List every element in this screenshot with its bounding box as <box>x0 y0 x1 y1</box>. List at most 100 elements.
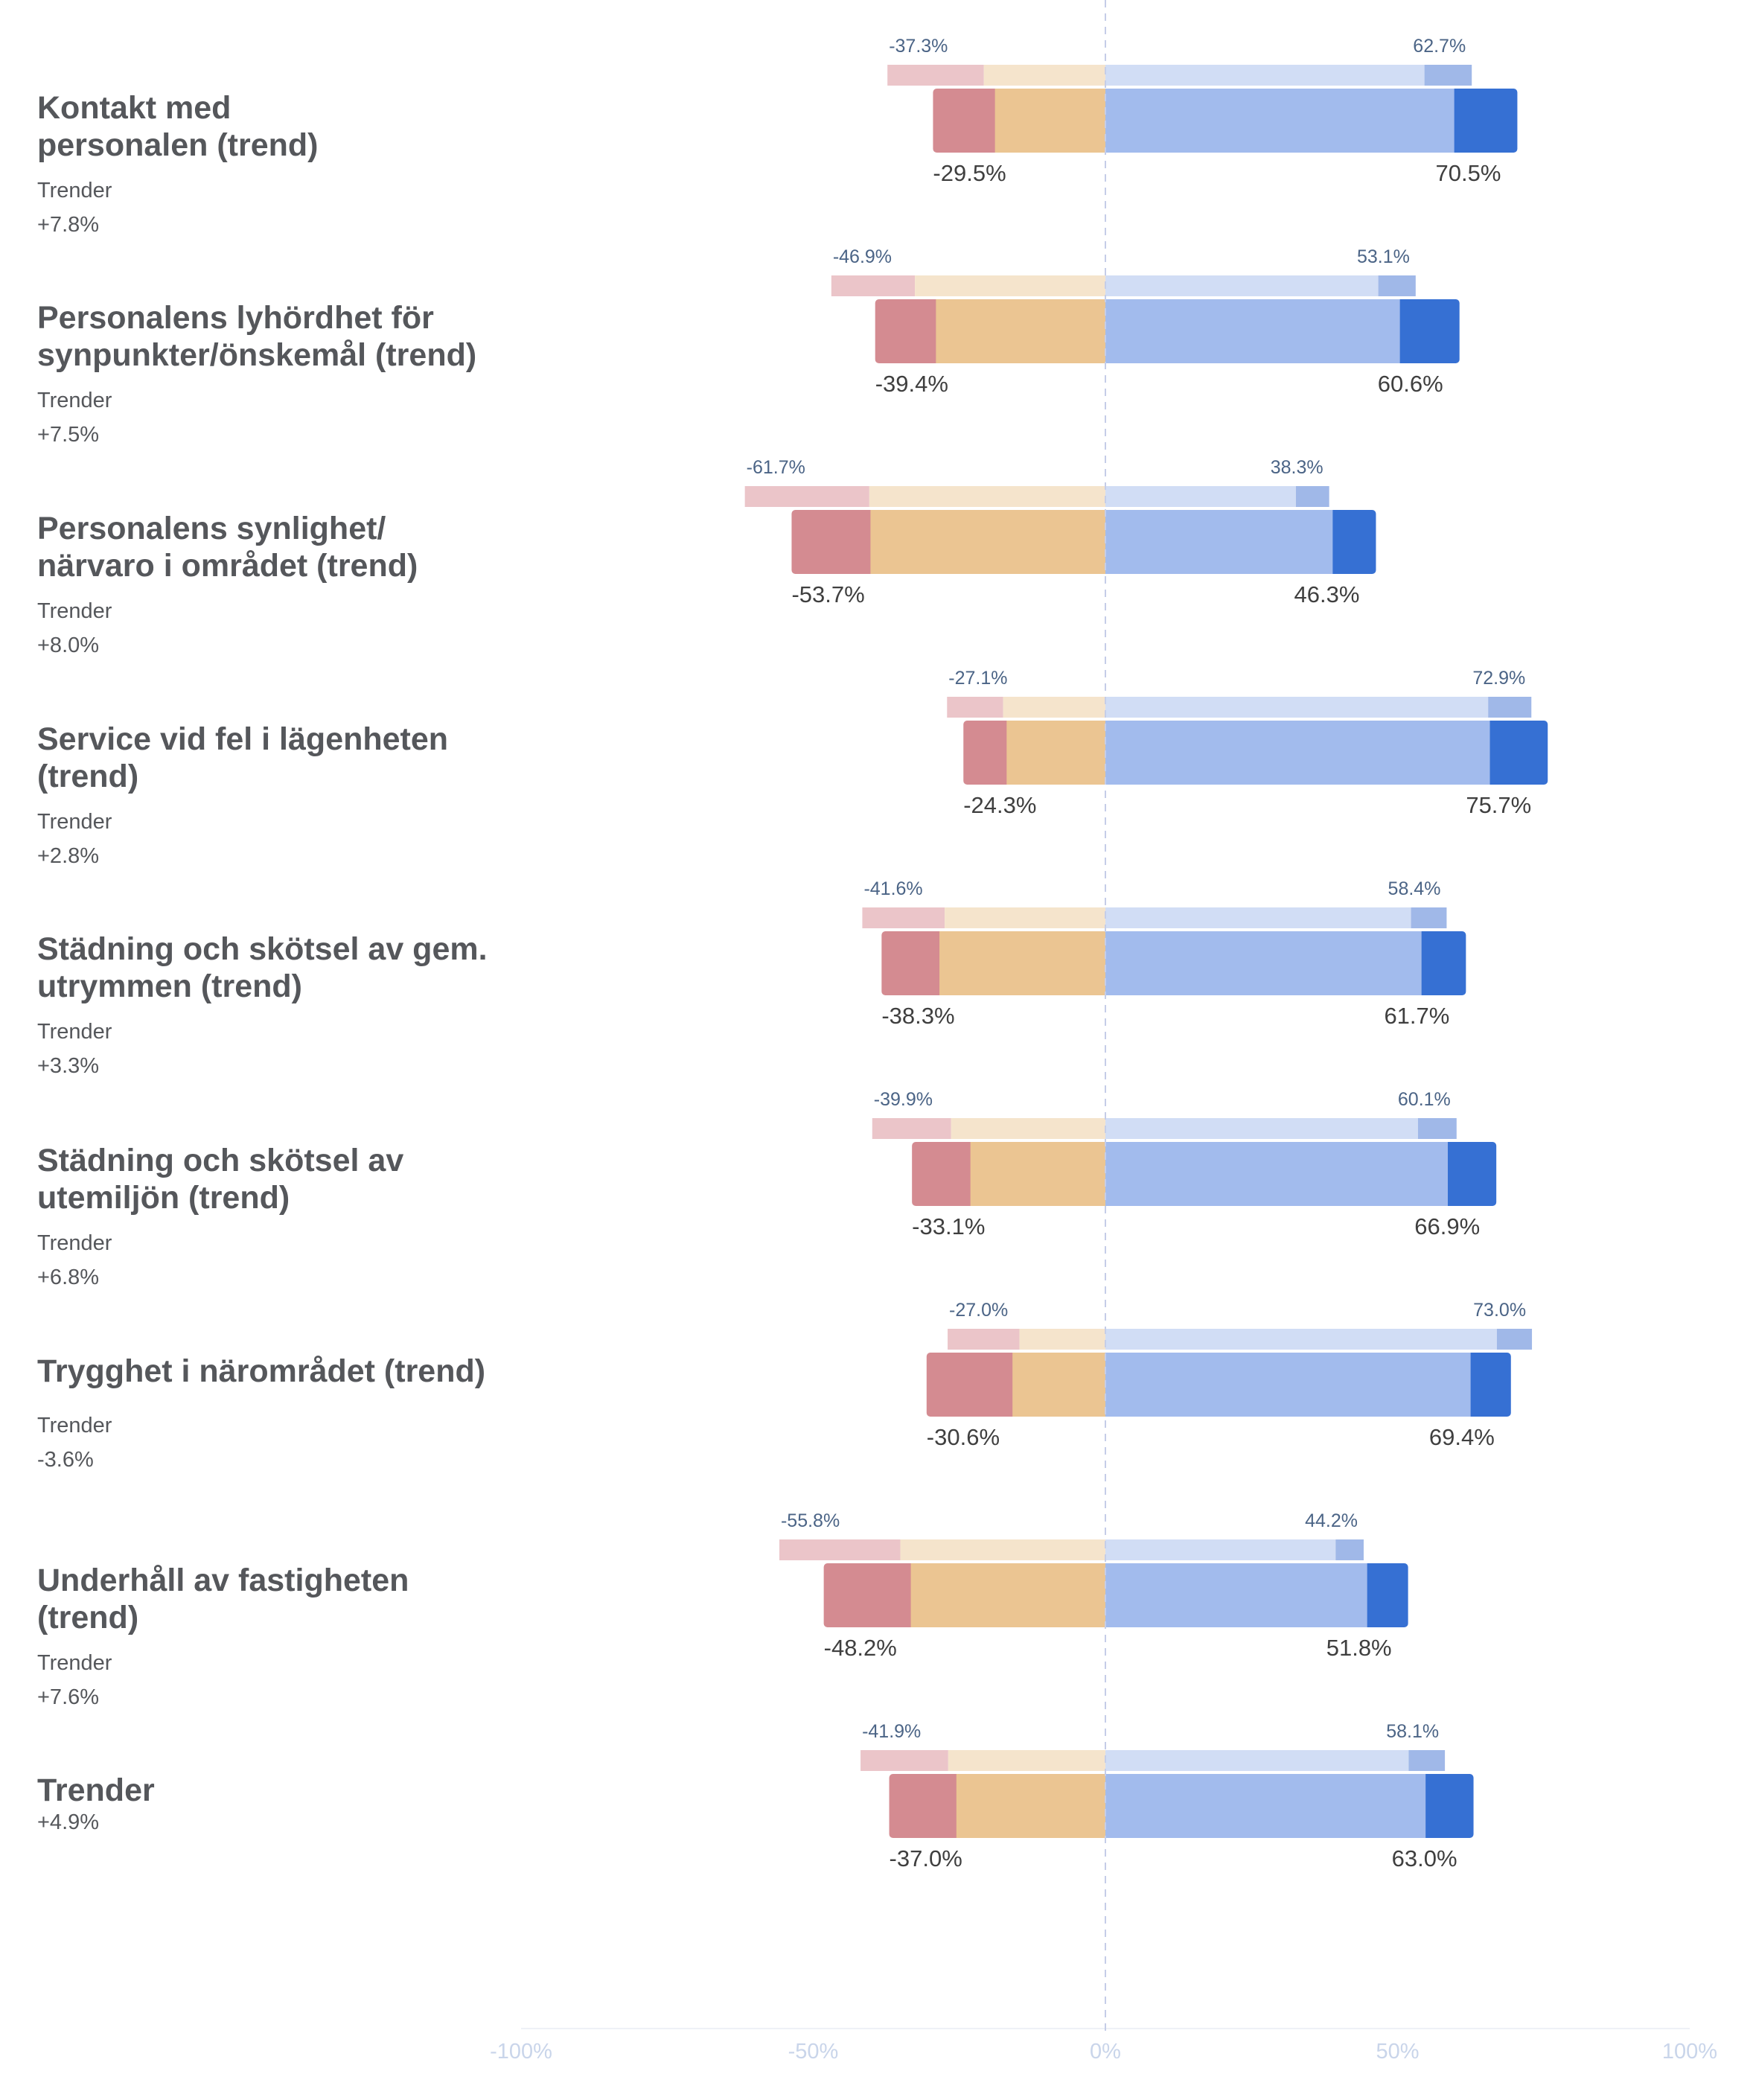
pos-total-label: 70.5% <box>1436 160 1501 186</box>
bar-pos-weak <box>1105 1353 1471 1417</box>
trend-label: Trender <box>37 810 112 834</box>
pos-total-label: 66.9% <box>1414 1213 1480 1239</box>
trend-label: Trender <box>37 389 112 412</box>
prev-bar-neg-weak <box>869 486 1105 507</box>
trend-label: Trender <box>37 1020 112 1044</box>
row-label: Personalens lyhördhet för synpunkter/öns… <box>37 299 529 448</box>
bar-neg-weak <box>970 1142 1105 1206</box>
prev-pos-total-label: 58.1% <box>1386 1721 1439 1742</box>
bar-neg-weak <box>936 299 1105 363</box>
prev-bar-pos-strong <box>1335 1539 1364 1560</box>
prev-bar-neg-strong <box>887 65 984 86</box>
row-label: Personalens synlighet/ närvaro i området… <box>37 510 529 659</box>
x-tick-label: 50% <box>1376 2040 1419 2064</box>
trend-value: +7.6% <box>37 1685 100 1709</box>
bar-pos-weak <box>1105 1774 1426 1838</box>
bar-neg-strong <box>881 931 944 995</box>
bar-pos-weak <box>1105 931 1422 995</box>
neg-total-label: -30.6% <box>927 1424 1000 1450</box>
bar-neg-strong <box>963 721 1011 785</box>
neg-total-label: -38.3% <box>881 1003 954 1029</box>
prev-bar-pos-strong <box>1408 1750 1446 1771</box>
prev-neg-total-label: -41.9% <box>862 1721 921 1742</box>
prev-pos-total-label: 44.2% <box>1305 1510 1358 1531</box>
prev-bar-pos-strong <box>1411 907 1447 928</box>
prev-bar-pos-strong <box>1295 486 1329 507</box>
x-tick-label: 100% <box>1662 2040 1717 2064</box>
bar-pos-weak <box>1105 1142 1449 1206</box>
prev-pos-total-label: 38.3% <box>1271 457 1323 478</box>
prev-bar-neg-weak <box>915 275 1105 296</box>
pos-total-label: 75.7% <box>1466 792 1531 818</box>
prev-pos-total-label: 53.1% <box>1357 246 1410 267</box>
prev-neg-total-label: -27.0% <box>949 1300 1008 1321</box>
trend-value: +7.5% <box>37 423 100 447</box>
neg-total-label: -53.7% <box>791 581 864 607</box>
neg-total-label: -39.4% <box>875 371 948 397</box>
prev-bar-pos-weak <box>1105 1118 1418 1139</box>
row-title: Service vid fel i lägenheten (trend) <box>37 721 449 794</box>
bar-neg-weak <box>910 1563 1105 1627</box>
bar-pos-weak <box>1105 721 1490 785</box>
prev-bar-neg-strong <box>862 907 945 928</box>
row-title: Personalens synlighet/ närvaro i området… <box>37 511 418 584</box>
prev-bar-neg-weak <box>951 1118 1105 1139</box>
row-label: Service vid fel i lägenheten (trend) Tren… <box>37 721 529 869</box>
prev-bar-pos-strong <box>1488 697 1532 718</box>
neg-total-label: -37.0% <box>890 1845 962 1871</box>
row-label: Trygghet i närområdet (trend) Trender -3.6… <box>37 1353 529 1473</box>
prev-bar-pos-weak <box>1105 1329 1497 1350</box>
prev-pos-total-label: 58.4% <box>1388 878 1441 899</box>
bar-pos-weak <box>1105 1563 1367 1627</box>
bar-pos-strong <box>1422 1774 1474 1838</box>
row-label: Kontakt med personalen (trend) Trender +7.… <box>37 89 529 238</box>
bar-neg-strong <box>889 1774 960 1838</box>
pos-total-label: 63.0% <box>1392 1845 1457 1871</box>
bar-neg-weak <box>994 89 1105 153</box>
bar-pos-weak <box>1105 510 1333 574</box>
prev-neg-total-label: -37.3% <box>889 36 948 57</box>
bar-neg-strong <box>933 89 999 153</box>
trend-label: Trender <box>37 179 112 202</box>
bar-neg-strong <box>926 1353 1017 1417</box>
bar-neg-weak <box>870 510 1105 574</box>
prev-neg-total-label: -39.9% <box>874 1089 933 1110</box>
bar-pos-weak <box>1105 299 1400 363</box>
prev-bar-neg-weak <box>983 65 1105 86</box>
prev-pos-total-label: 72.9% <box>1472 668 1525 689</box>
pos-total-label: 60.6% <box>1378 371 1443 397</box>
prev-bar-neg-strong <box>831 275 916 296</box>
bar-neg-strong <box>823 1563 915 1627</box>
prev-bar-pos-weak <box>1105 275 1379 296</box>
prev-neg-total-label: -61.7% <box>747 457 805 478</box>
bar-pos-strong <box>1417 931 1466 995</box>
total-title: Trender <box>37 1772 155 1808</box>
prev-bar-pos-strong <box>1378 275 1416 296</box>
trend-label: Trender <box>37 599 112 623</box>
trend-label: Trender <box>37 1414 112 1437</box>
pos-total-label: 51.8% <box>1326 1635 1392 1661</box>
neg-total-label: -48.2% <box>824 1635 897 1661</box>
bar-pos-strong <box>1444 1142 1497 1206</box>
bar-neg-weak <box>939 931 1105 995</box>
prev-bar-neg-weak <box>948 1750 1105 1771</box>
bar-neg-weak <box>956 1774 1105 1838</box>
pos-total-label: 69.4% <box>1429 1424 1495 1450</box>
row-title: Underhåll av fastigheten (trend) <box>37 1563 409 1635</box>
trend-value: +2.8% <box>37 844 100 868</box>
prev-bar-pos-weak <box>1105 907 1411 928</box>
row-title: Personalens lyhördhet för synpunkter/öns… <box>37 300 477 373</box>
bar-neg-strong <box>791 510 875 574</box>
prev-neg-total-label: -55.8% <box>781 1510 840 1531</box>
bar-neg-weak <box>1012 1353 1105 1417</box>
bar-pos-strong <box>1450 89 1518 153</box>
prev-bar-neg-weak <box>1003 697 1105 718</box>
prev-bar-neg-strong <box>872 1118 951 1139</box>
prev-bar-neg-weak <box>945 907 1105 928</box>
neg-total-label: -24.3% <box>963 792 1036 818</box>
prev-bar-pos-weak <box>1105 486 1296 507</box>
prev-bar-neg-weak <box>900 1539 1105 1560</box>
prev-bar-pos-weak <box>1105 65 1425 86</box>
prev-bar-neg-strong <box>779 1539 901 1560</box>
